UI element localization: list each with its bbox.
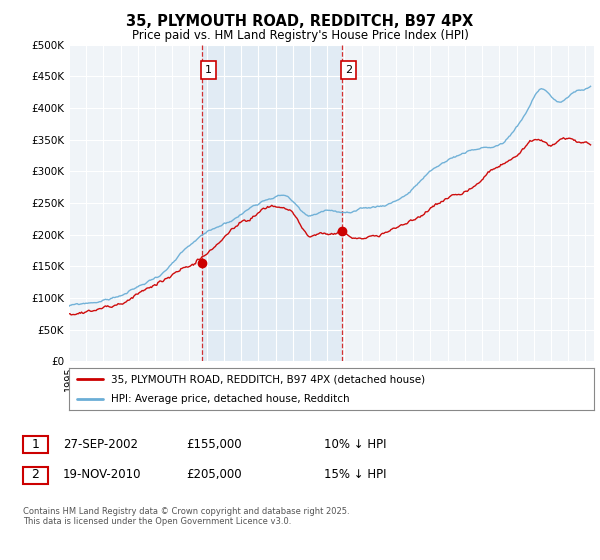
Text: 35, PLYMOUTH ROAD, REDDITCH, B97 4PX (detached house): 35, PLYMOUTH ROAD, REDDITCH, B97 4PX (de… [111, 374, 425, 384]
Text: HPI: Average price, detached house, Redditch: HPI: Average price, detached house, Redd… [111, 394, 350, 404]
Text: 27-SEP-2002: 27-SEP-2002 [63, 437, 138, 451]
Text: Contains HM Land Registry data © Crown copyright and database right 2025.
This d: Contains HM Land Registry data © Crown c… [23, 507, 349, 526]
Bar [202, 45, 343, 361]
Text: 19-NOV-2010: 19-NOV-2010 [63, 468, 142, 482]
Text: 35, PLYMOUTH ROAD, REDDITCH, B97 4PX: 35, PLYMOUTH ROAD, REDDITCH, B97 4PX [127, 14, 473, 29]
Text: 2: 2 [345, 65, 352, 75]
Text: 2: 2 [31, 468, 40, 482]
Text: £155,000: £155,000 [186, 437, 242, 451]
Text: 15% ↓ HPI: 15% ↓ HPI [324, 468, 386, 482]
Text: Price paid vs. HM Land Registry's House Price Index (HPI): Price paid vs. HM Land Registry's House … [131, 29, 469, 42]
Text: 1: 1 [31, 437, 40, 451]
Text: 1: 1 [205, 65, 212, 75]
Text: 10% ↓ HPI: 10% ↓ HPI [324, 437, 386, 451]
Text: £205,000: £205,000 [186, 468, 242, 482]
